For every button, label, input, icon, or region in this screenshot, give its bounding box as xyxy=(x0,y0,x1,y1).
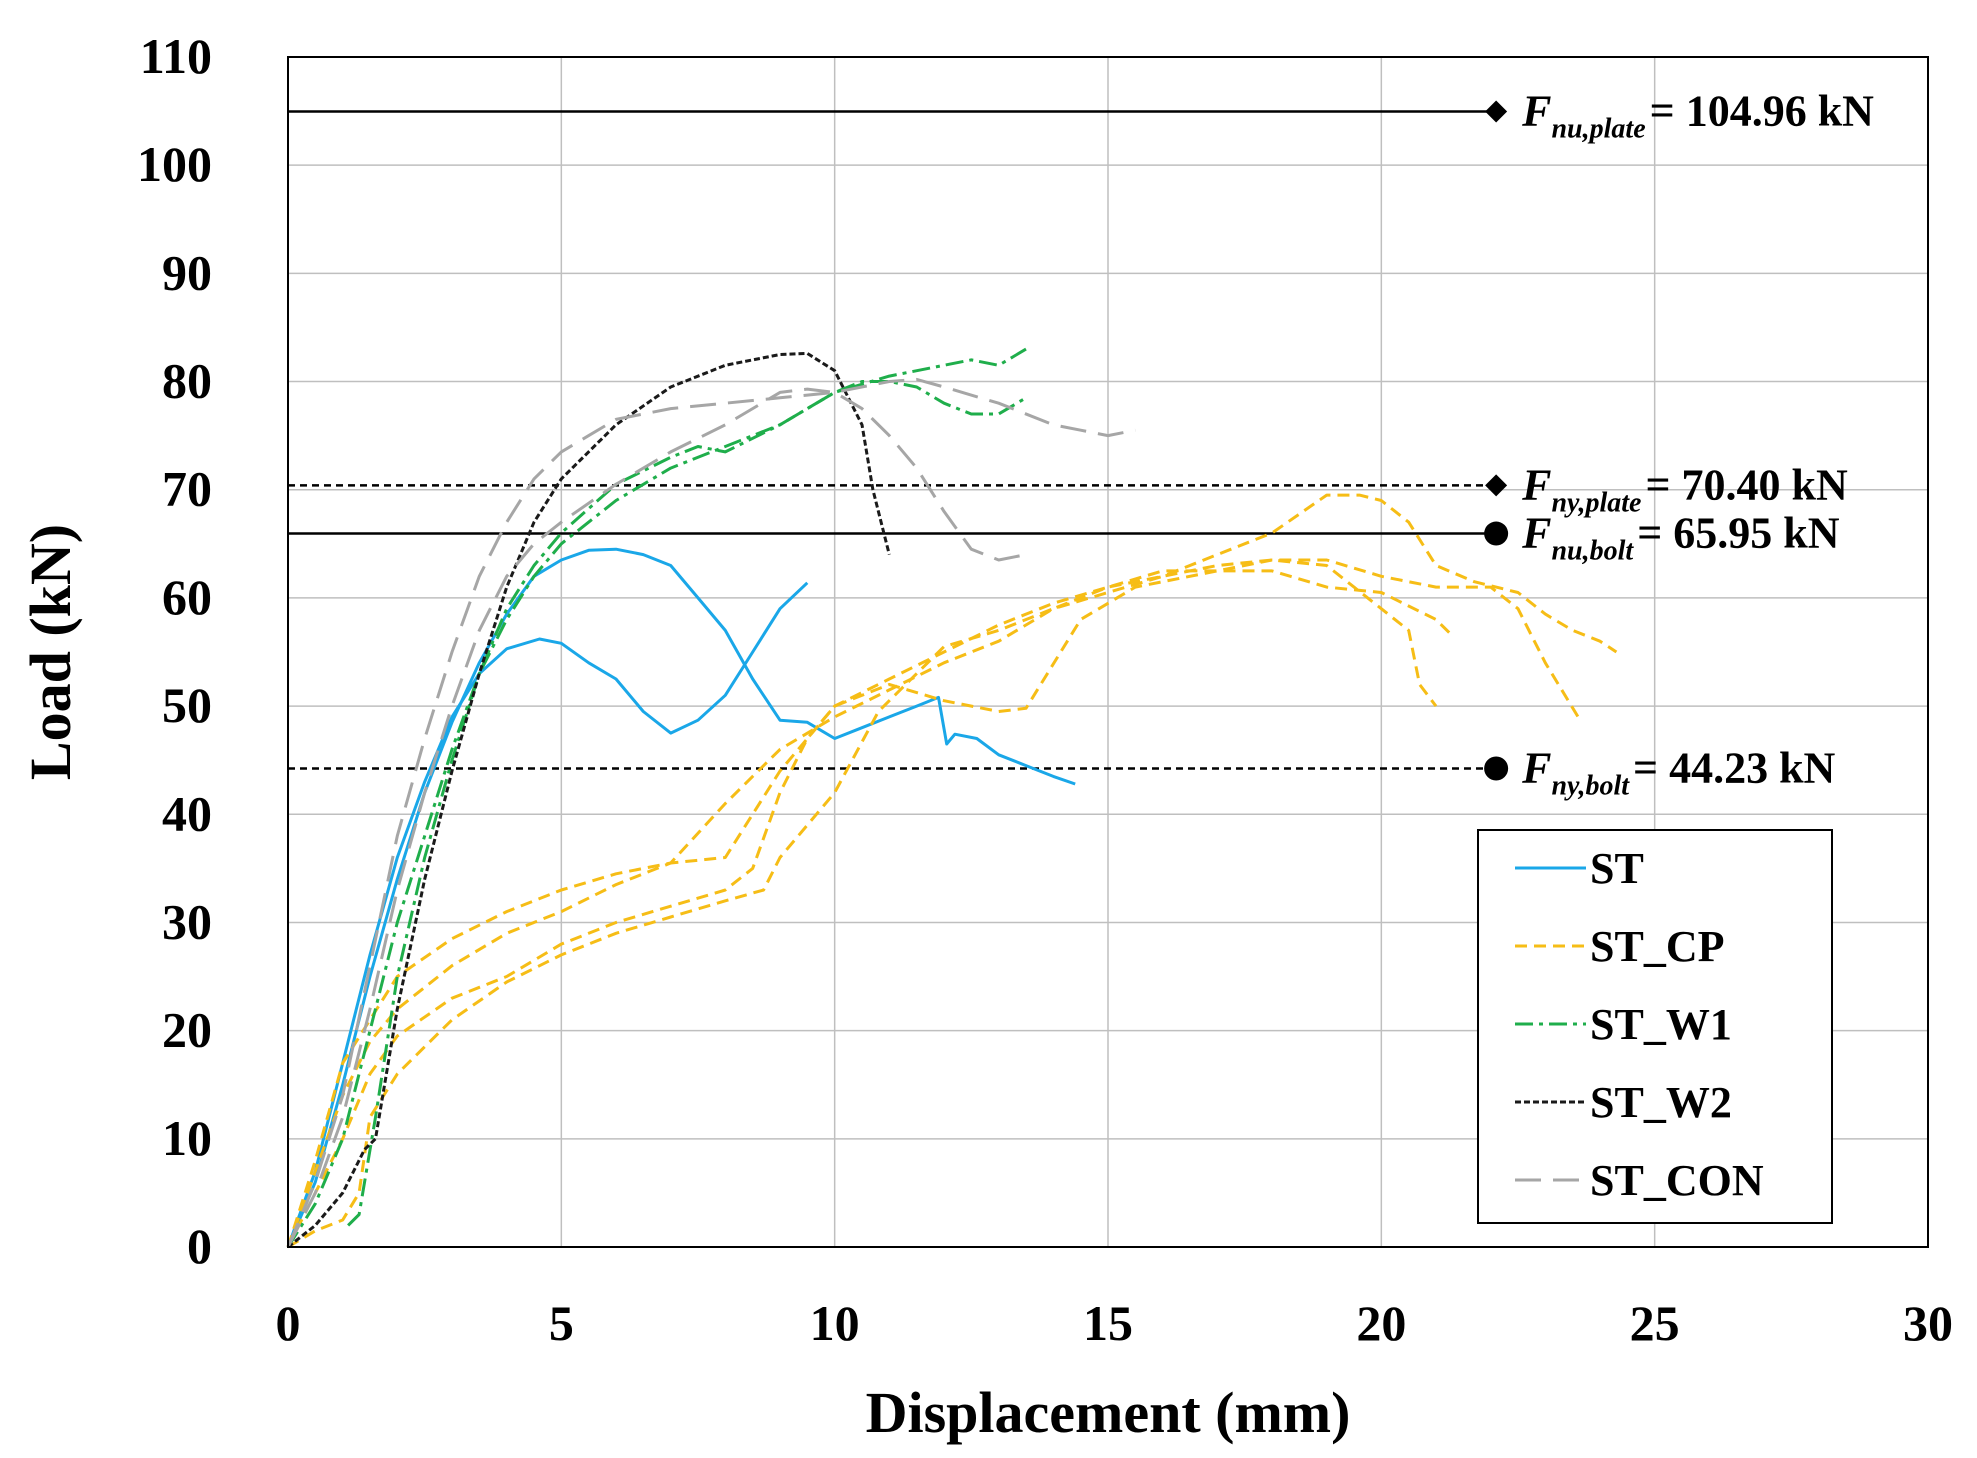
ref-marker-fny-bolt xyxy=(1484,756,1509,781)
ref-label-value: = 70.40 kN xyxy=(1645,460,1848,509)
series-line-st-w1 xyxy=(286,347,1027,1248)
data-series xyxy=(286,347,1618,1249)
legend-label-st-w2: ST_W2 xyxy=(1590,1078,1732,1127)
x-tick-label: 10 xyxy=(810,1295,860,1351)
ref-label-fny-bolt: Fny,bolt= 44.23 kN xyxy=(1521,744,1835,802)
y-tick-label: 70 xyxy=(162,461,212,517)
series-line-st xyxy=(286,547,1076,1248)
ref-label-subscript: nu,bolt xyxy=(1551,536,1634,567)
x-axis-title: Displacement (mm) xyxy=(866,1380,1351,1445)
y-tick-label: 60 xyxy=(162,569,212,625)
y-tick-label: 50 xyxy=(162,677,212,733)
series-line-st-cp xyxy=(286,569,1454,1248)
ref-label-fny-plate: Fny,plate= 70.40 kN xyxy=(1521,460,1848,518)
x-tick-label: 30 xyxy=(1903,1295,1953,1351)
ref-label-subscript: nu,plate xyxy=(1551,114,1645,145)
legend-box xyxy=(1477,829,1833,1224)
tick-labels: 0 5 10 15 20 25 30 0 10 20 30 40 50 60 70 80 90 100 110 xyxy=(137,28,1953,1351)
x-tick-label: 15 xyxy=(1083,1295,1133,1351)
series-line-st-cp xyxy=(287,493,1618,1249)
ref-marker-fnu-plate xyxy=(1485,100,1508,123)
ref-marker-fnu-bolt xyxy=(1484,521,1509,546)
ref-label-fnu-plate: Fnu,plate= 104.96 kN xyxy=(1521,87,1874,145)
y-tick-label: 40 xyxy=(162,785,212,841)
x-tick-label: 25 xyxy=(1630,1295,1680,1351)
y-tick-label: 80 xyxy=(162,353,212,409)
ref-label-fnu-bolt: Fnu,bolt= 65.95 kN xyxy=(1521,509,1840,567)
legend-label-st-cp: ST_CP xyxy=(1590,922,1724,971)
y-tick-label: 90 xyxy=(162,244,212,300)
reference-lines xyxy=(288,100,1509,781)
ref-label-subscript: ny,bolt xyxy=(1551,771,1630,802)
y-axis-title: Load (kN) xyxy=(18,524,83,780)
ref-label-value: = 44.23 kN xyxy=(1633,744,1836,793)
ref-label-value: = 104.96 kN xyxy=(1650,87,1875,136)
ref-marker-fny-plate xyxy=(1485,474,1508,497)
legend-label-st-con: ST_CON xyxy=(1590,1156,1764,1205)
y-tick-label: 10 xyxy=(162,1110,212,1166)
ref-label-symbol: F xyxy=(1521,744,1551,793)
series-line-st-con xyxy=(286,387,1027,1248)
y-tick-label: 0 xyxy=(187,1218,212,1274)
plot-frame xyxy=(287,56,1929,1248)
legend: ST ST_CP ST_W1 ST_W2 ST_CON xyxy=(1477,829,1833,1224)
y-tick-label: 30 xyxy=(162,893,212,949)
legend-label-st: ST xyxy=(1590,844,1644,893)
y-tick-label: 20 xyxy=(162,1002,212,1058)
ref-label-subscript: ny,plate xyxy=(1551,487,1641,518)
ref-label-symbol: F xyxy=(1521,509,1551,558)
y-tick-label: 110 xyxy=(140,28,212,84)
legend-label-st-w1: ST_W1 xyxy=(1590,1000,1732,1049)
series-line-st-w2 xyxy=(287,351,891,1249)
series-line-st-cp xyxy=(286,558,1580,1248)
x-tick-label: 5 xyxy=(549,1295,574,1351)
x-tick-label: 20 xyxy=(1356,1295,1406,1351)
x-tick-label: 0 xyxy=(276,1295,301,1351)
ref-label-value: = 65.95 kN xyxy=(1637,509,1840,558)
series-line-st-con xyxy=(286,377,1136,1248)
ref-label-symbol: F xyxy=(1521,87,1551,136)
grid-lines xyxy=(288,57,1928,1247)
ref-label-symbol: F xyxy=(1521,460,1551,509)
y-tick-label: 100 xyxy=(137,136,212,192)
series-line-st-cp xyxy=(286,558,1438,1248)
